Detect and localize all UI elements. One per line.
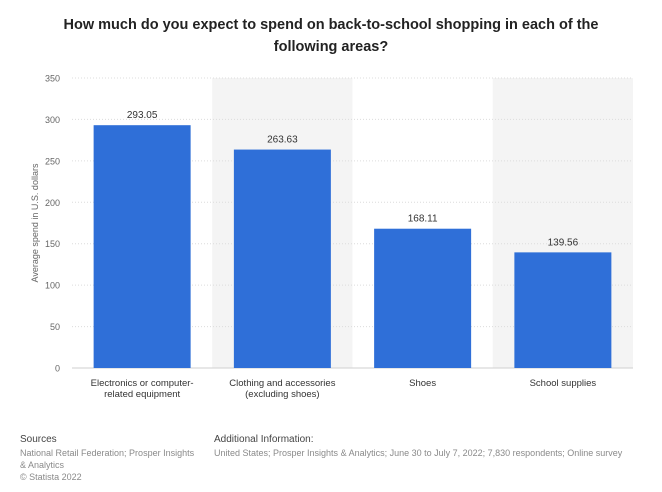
y-tick-label: 150 <box>45 239 60 249</box>
y-tick-label: 0 <box>55 364 60 374</box>
y-tick-label: 100 <box>45 281 60 291</box>
y-tick-label: 200 <box>45 198 60 208</box>
chart-title: How much do you expect to spend on back-… <box>63 17 599 55</box>
bar <box>233 149 331 368</box>
sources-heading: Sources <box>20 434 57 445</box>
x-tick-label: School supplies <box>530 378 597 389</box>
y-tick-label: 350 <box>45 74 60 84</box>
sources-block: Sources National Retail Federation; Pros… <box>20 434 195 483</box>
bar <box>93 125 191 369</box>
copyright-text: © Statista 2022 <box>20 472 82 482</box>
bar <box>374 228 472 368</box>
x-tick-label: (excluding shoes) <box>245 389 319 400</box>
additional-info-text: United States; Prosper Insights & Analyt… <box>214 448 623 458</box>
sources-text: National Retail Federation; Prosper Insi… <box>20 448 195 470</box>
x-tick-label: related equipment <box>104 389 180 400</box>
data-label: 168.11 <box>408 214 438 225</box>
data-label: 263.63 <box>267 135 298 146</box>
additional-info-heading: Additional Information: <box>214 434 314 445</box>
y-tick-label: 50 <box>50 322 60 332</box>
bar-chart: 0 50 100 150 200 250 300 350 Average spend in U.… <box>30 74 633 400</box>
data-label: 139.56 <box>548 237 579 248</box>
bar <box>514 252 612 368</box>
x-tick-label: Electronics or computer- <box>91 378 194 389</box>
x-tick-label: Shoes <box>409 378 436 389</box>
y-tick-label: 300 <box>45 115 60 125</box>
y-tick-label: 250 <box>45 156 60 166</box>
x-tick-label: Clothing and accessories <box>229 378 335 389</box>
additional-info-block: Additional Information: United States; P… <box>214 434 644 459</box>
data-label: 293.05 <box>127 110 158 121</box>
y-axis-title: Average spend in U.S. dollars <box>30 163 40 282</box>
